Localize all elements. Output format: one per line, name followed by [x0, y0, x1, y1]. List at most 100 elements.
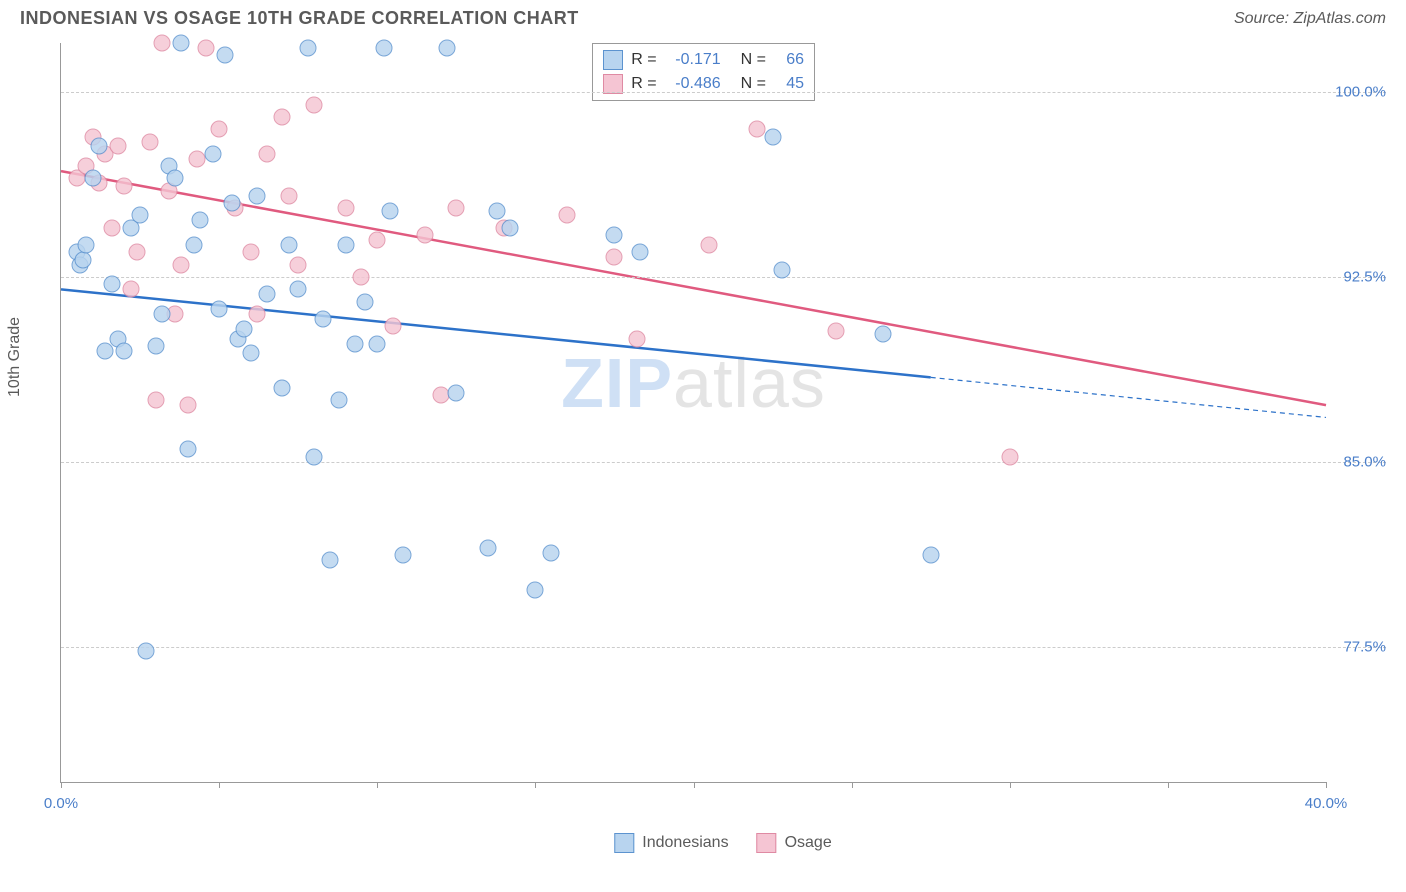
osage-point [448, 200, 465, 217]
osage-point [1001, 448, 1018, 465]
indonesians-point [211, 301, 228, 318]
indonesians-point [223, 195, 240, 212]
legend-item-osage: Osage [757, 833, 832, 853]
indonesians-point [631, 244, 648, 261]
osage-point [109, 138, 126, 155]
osage-point [147, 392, 164, 409]
n-value: 45 [774, 75, 804, 93]
chart-title: INDONESIAN VS OSAGE 10TH GRADE CORRELATI… [20, 8, 579, 29]
plot-area: ZIPatlas R =-0.171N =66R =-0.486N =45 77… [60, 43, 1326, 783]
indonesians-point [875, 325, 892, 342]
r-label: R = [631, 75, 656, 93]
indonesians-point [217, 47, 234, 64]
indonesians-swatch [603, 50, 623, 70]
osage-point [198, 39, 215, 56]
indonesians-point [249, 187, 266, 204]
osage-point [290, 256, 307, 273]
trend-lines [61, 43, 1326, 782]
indonesians-point [448, 384, 465, 401]
indonesians-point [75, 251, 92, 268]
source-prefix: Source: [1234, 10, 1294, 27]
osage-point [559, 207, 576, 224]
osage-point [141, 133, 158, 150]
bottom-legend: Indonesians Osage [614, 833, 831, 853]
indonesians-trendline-extrapolated [931, 377, 1326, 417]
gridline [61, 92, 1386, 93]
indonesians-point [97, 342, 114, 359]
indonesians-point [90, 138, 107, 155]
indonesians-point [204, 145, 221, 162]
osage-point [249, 305, 266, 322]
osage-point [385, 318, 402, 335]
osage-point [258, 145, 275, 162]
indonesians-point [236, 320, 253, 337]
x-tick [61, 782, 62, 788]
indonesians-point [154, 305, 171, 322]
osage-swatch [757, 833, 777, 853]
indonesians-point [502, 219, 519, 236]
r-value: -0.486 [665, 75, 721, 93]
n-label: N = [741, 51, 766, 69]
indonesians-point [258, 286, 275, 303]
indonesians-point [103, 276, 120, 293]
indonesians-point [922, 547, 939, 564]
indonesians-trendline [61, 289, 931, 377]
source-name: ZipAtlas.com [1294, 10, 1386, 27]
n-value: 66 [774, 51, 804, 69]
y-tick-label: 77.5% [1331, 638, 1386, 655]
osage-point [274, 108, 291, 125]
osage-point [188, 150, 205, 167]
x-tick-label: 0.0% [44, 795, 78, 812]
indonesians-point [78, 236, 95, 253]
indonesians-point [774, 261, 791, 278]
gridline [61, 647, 1386, 648]
indonesians-point [369, 335, 386, 352]
n-label: N = [741, 75, 766, 93]
y-axis-title: 10th Grade [6, 317, 24, 397]
osage-point [748, 121, 765, 138]
indonesians-point [147, 337, 164, 354]
indonesians-point [764, 128, 781, 145]
indonesians-point [290, 281, 307, 298]
osage-point [280, 187, 297, 204]
x-tick [1168, 782, 1169, 788]
osage-point [337, 200, 354, 217]
x-tick [219, 782, 220, 788]
indonesians-point [375, 39, 392, 56]
indonesians-swatch [614, 833, 634, 853]
source-attribution: Source: ZipAtlas.com [1234, 10, 1386, 28]
indonesians-point [242, 345, 259, 362]
y-tick-label: 92.5% [1331, 269, 1386, 286]
indonesians-point [84, 170, 101, 187]
y-tick-label: 100.0% [1331, 84, 1386, 101]
legend-item-indonesians: Indonesians [614, 833, 728, 853]
r-value: -0.171 [665, 51, 721, 69]
indonesians-point [381, 202, 398, 219]
indonesians-point [438, 39, 455, 56]
indonesians-point [173, 35, 190, 52]
chart-header: INDONESIAN VS OSAGE 10TH GRADE CORRELATI… [0, 0, 1406, 33]
x-tick [377, 782, 378, 788]
osage-point [103, 219, 120, 236]
indonesians-point [138, 643, 155, 660]
x-tick [694, 782, 695, 788]
osage-point [128, 244, 145, 261]
x-tick-label: 40.0% [1305, 795, 1348, 812]
osage-point [827, 323, 844, 340]
indonesians-point [274, 379, 291, 396]
indonesians-point [321, 552, 338, 569]
gridline [61, 277, 1386, 278]
indonesians-point [527, 581, 544, 598]
indonesians-point [394, 547, 411, 564]
osage-point [116, 177, 133, 194]
osage-point [606, 249, 623, 266]
osage-trendline [61, 171, 1326, 405]
indonesians-point [347, 335, 364, 352]
osage-point [306, 96, 323, 113]
indonesians-point [331, 392, 348, 409]
x-tick [852, 782, 853, 788]
indonesians-point [306, 448, 323, 465]
osage-point [154, 35, 171, 52]
osage-point [432, 387, 449, 404]
osage-point [211, 121, 228, 138]
